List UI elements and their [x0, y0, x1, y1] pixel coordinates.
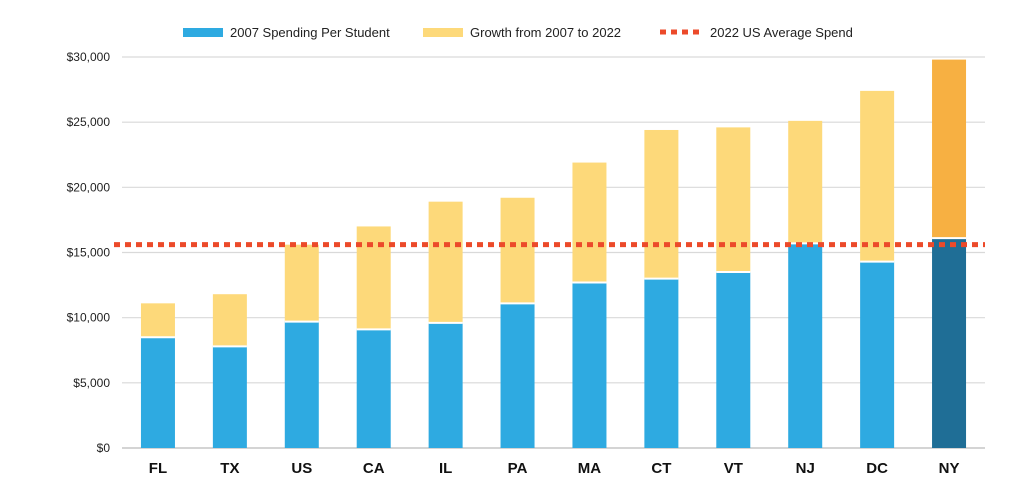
- bar-growth-2007-2022: [788, 120, 823, 244]
- bar-growth-2007-2022: [284, 244, 319, 322]
- bar-2007-spending: [284, 321, 319, 448]
- x-tick-label: NY: [939, 460, 960, 477]
- y-tick-label: $10,000: [67, 311, 111, 325]
- y-axis-ticks: $0 $5,000 $10,000 $15,000 $20,000 $25,000 $30,…: [67, 50, 111, 455]
- x-tick-label: CT: [651, 460, 671, 477]
- gridlines: [122, 56, 985, 449]
- bar-2007-spending: [644, 278, 679, 448]
- bar-growth-2007-2022: [572, 162, 607, 283]
- x-tick-label: DC: [866, 460, 888, 477]
- bar-2007-spending: [788, 243, 823, 448]
- legend-swatch-growth: [423, 28, 463, 37]
- bar-growth-2007-2022: [140, 303, 175, 338]
- x-tick-label: IL: [439, 460, 452, 477]
- y-tick-label: $30,000: [67, 50, 111, 64]
- bar-2007-spending: [212, 346, 247, 448]
- x-tick-label: TX: [220, 460, 239, 477]
- x-axis-ticks: FL TX US CA IL PA MA CT VT NJ DC NY: [149, 460, 960, 477]
- x-tick-label: MA: [578, 460, 601, 477]
- bar-growth-2007-2022: [428, 201, 463, 323]
- bar-2007-spending: [716, 272, 751, 448]
- y-tick-label: $20,000: [67, 180, 111, 194]
- legend-label-2007-spending: 2007 Spending Per Student: [230, 25, 390, 40]
- bar-growth-2007-2022: [356, 226, 391, 330]
- bar-2007-spending: [500, 303, 535, 448]
- x-tick-label: NJ: [796, 460, 815, 477]
- y-tick-label: $0: [97, 441, 111, 455]
- x-tick-label: FL: [149, 460, 167, 477]
- y-tick-label: $5,000: [73, 376, 110, 390]
- x-tick-label: CA: [363, 460, 385, 477]
- y-tick-label: $15,000: [67, 246, 111, 260]
- bar-growth-2007-2022: [644, 129, 679, 279]
- bar-growth-2007-2022: [932, 59, 967, 239]
- legend-swatch-2007-spending: [183, 28, 223, 37]
- bars: [140, 59, 967, 448]
- x-tick-label: PA: [508, 460, 528, 477]
- bar-growth-2007-2022: [716, 127, 751, 273]
- bar-2007-spending: [572, 282, 607, 448]
- y-tick-label: $25,000: [67, 115, 111, 129]
- bar-growth-2007-2022: [860, 90, 895, 262]
- x-tick-label: VT: [724, 460, 743, 477]
- bar-2007-spending: [140, 337, 175, 448]
- bar-2007-spending: [860, 261, 895, 448]
- legend-label-growth: Growth from 2007 to 2022: [470, 25, 621, 40]
- bar-growth-2007-2022: [500, 197, 535, 304]
- legend-label-reference-line: 2022 US Average Spend: [710, 25, 853, 40]
- bar-2007-spending: [356, 329, 391, 448]
- legend: 2007 Spending Per Student Growth from 200…: [183, 25, 853, 40]
- bar-growth-2007-2022: [212, 294, 247, 347]
- x-tick-label: US: [291, 460, 312, 477]
- bar-2007-spending: [932, 238, 967, 448]
- bar-2007-spending: [428, 322, 463, 448]
